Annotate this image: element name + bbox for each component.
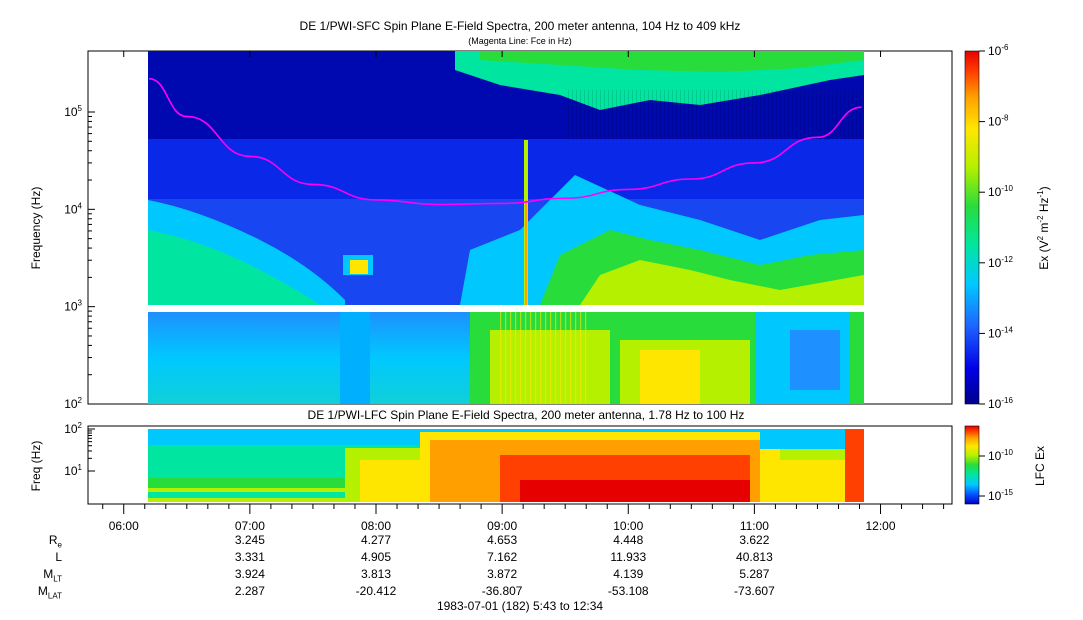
ephemeris-value: 3.622 bbox=[739, 533, 770, 547]
bottom-spectrogram bbox=[148, 429, 864, 502]
colorbar-tick-label: 10-16 bbox=[988, 396, 1013, 411]
bottom-colorbar-ticks: 10-10 10-15 bbox=[979, 448, 1013, 503]
time-axis: 06:00 07:00 08:00 09:00 10:00 11:00 12:00 bbox=[102, 51, 945, 533]
ephemeris-value: -73.607 bbox=[734, 584, 775, 598]
top-colorbar bbox=[964, 50, 980, 405]
ephemeris-row-label: L bbox=[55, 550, 62, 564]
ephemeris-value: 4.653 bbox=[487, 533, 518, 547]
bottom-colorbar-label: LFC Ex bbox=[1033, 446, 1047, 486]
ephemeris-value: 3.245 bbox=[234, 533, 265, 547]
top-colorbar-ticks: 10-6 10-8 10-10 10-12 10-14 10-16 bbox=[979, 43, 1013, 411]
ephemeris-value: 2.287 bbox=[234, 584, 265, 598]
y-tick-label: 103 bbox=[64, 299, 82, 314]
ephemeris-value: 11.933 bbox=[610, 550, 647, 564]
top-y-axis-label: Frequency (Hz) bbox=[29, 187, 43, 270]
ephemeris-value: 3.813 bbox=[360, 567, 392, 581]
ephemeris-value: 3.331 bbox=[234, 550, 265, 564]
ephemeris-value: -20.412 bbox=[355, 584, 397, 598]
colorbar-tick-label: 10-15 bbox=[988, 488, 1013, 503]
ephemeris-value: -53.108 bbox=[607, 584, 649, 598]
ephemeris-value: 3.872 bbox=[487, 567, 518, 581]
x-tick-label: 08:00 bbox=[361, 519, 391, 533]
colorbar-tick-label: 10-12 bbox=[988, 255, 1013, 270]
y-tick-label: 102 bbox=[64, 396, 82, 411]
x-tick-label: 11:00 bbox=[740, 519, 769, 533]
colorbar-tick-label: 10-10 bbox=[988, 184, 1013, 199]
time-range-footer: 1983-07-01 (182) 5:43 to 12:34 bbox=[436, 599, 604, 613]
top-y-axis: 102 103 104 105 bbox=[64, 104, 95, 411]
ephemeris-value: 4.139 bbox=[613, 567, 644, 581]
x-tick-label: 06:00 bbox=[109, 519, 139, 533]
y-tick-label: 105 bbox=[64, 104, 82, 119]
ephemeris-value: 40.813 bbox=[736, 550, 773, 564]
ephemeris-value: 3.924 bbox=[234, 567, 265, 581]
ephemeris-value: 4.448 bbox=[613, 533, 644, 547]
x-tick-label: 07:00 bbox=[235, 519, 265, 533]
colorbar-tick-label: 10-8 bbox=[988, 114, 1009, 129]
ephemeris-row-label: MLT bbox=[43, 567, 62, 584]
ephemeris-value: 5.287 bbox=[739, 567, 770, 581]
ephemeris-value: 4.277 bbox=[360, 533, 392, 547]
bottom-panel-title: DE 1/PWI-LFC Spin Plane E-Field Spectra,… bbox=[307, 408, 745, 422]
colorbar-tick-label: 10-14 bbox=[988, 325, 1013, 340]
bottom-y-axis-label: Freq (Hz) bbox=[29, 441, 43, 492]
y-tick-label: 102 bbox=[64, 421, 82, 436]
top-colorbar-label: Ex (V2 m-2 Hz-1) bbox=[1036, 186, 1051, 269]
bottom-colorbar bbox=[964, 425, 980, 505]
y-tick-label: 101 bbox=[64, 463, 82, 478]
ephemeris-value: -36.807 bbox=[481, 584, 523, 598]
colorbar-tick-label: 10-6 bbox=[988, 43, 1009, 58]
colorbar-tick-label: 10-10 bbox=[988, 448, 1013, 463]
ephemeris-row-label: Re bbox=[48, 533, 62, 550]
x-tick-label: 10:00 bbox=[613, 519, 643, 533]
top-spectrogram bbox=[148, 51, 864, 404]
bottom-y-axis: 101 102 bbox=[64, 421, 95, 478]
y-tick-label: 104 bbox=[64, 201, 82, 216]
ephemeris-row-label: MLAT bbox=[37, 584, 62, 601]
fce-line bbox=[148, 77, 862, 206]
top-panel-subtitle: (Magenta Line: Fce in Hz) bbox=[468, 36, 572, 46]
x-tick-label: 12:00 bbox=[866, 519, 896, 533]
top-panel-title: DE 1/PWI-SFC Spin Plane E-Field Spectra,… bbox=[299, 19, 741, 33]
x-tick-label: 09:00 bbox=[487, 519, 517, 533]
ephemeris-value: 4.905 bbox=[360, 550, 392, 564]
ephemeris-value: 7.162 bbox=[487, 550, 518, 564]
